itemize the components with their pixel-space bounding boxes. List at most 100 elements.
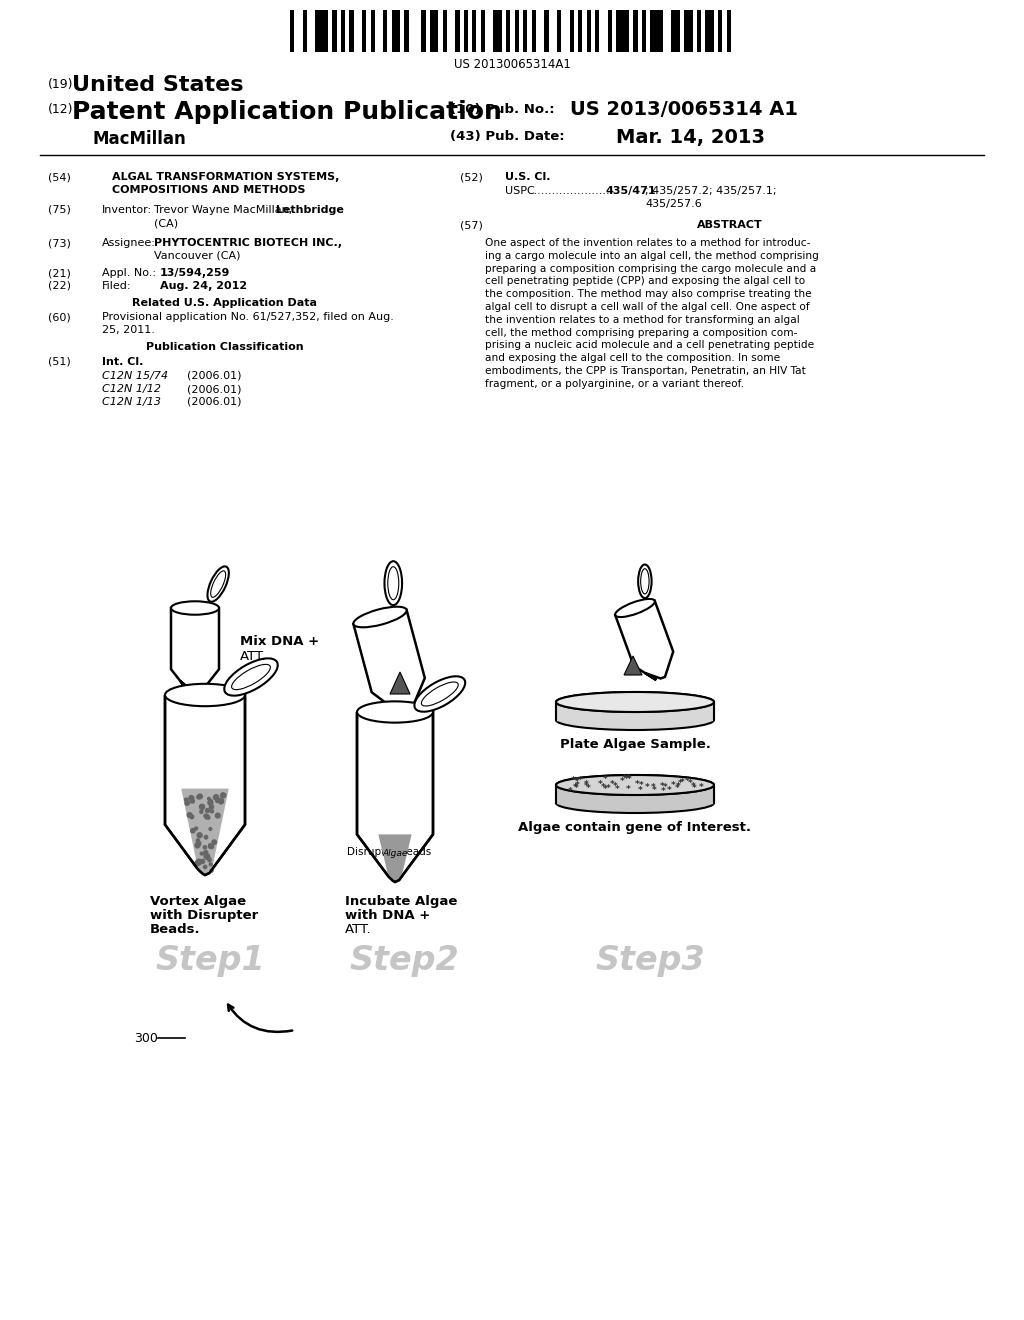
Bar xyxy=(404,11,409,51)
Text: Publication Classification: Publication Classification xyxy=(146,342,304,352)
Ellipse shape xyxy=(171,602,219,615)
Text: *: * xyxy=(613,783,617,791)
Text: *: * xyxy=(685,776,690,785)
Text: the composition. The method may also comprise treating the: the composition. The method may also com… xyxy=(485,289,812,300)
Text: with DNA +: with DNA + xyxy=(345,909,430,921)
Polygon shape xyxy=(615,601,673,680)
Ellipse shape xyxy=(556,793,714,813)
Polygon shape xyxy=(390,672,410,694)
Bar xyxy=(684,11,692,51)
Bar xyxy=(315,11,328,51)
Bar xyxy=(494,11,502,51)
Text: 300: 300 xyxy=(134,1031,158,1044)
Circle shape xyxy=(208,800,213,805)
Circle shape xyxy=(212,840,216,845)
Text: One aspect of the invention relates to a method for introduc-: One aspect of the invention relates to a… xyxy=(485,238,810,248)
Ellipse shape xyxy=(357,701,433,722)
Circle shape xyxy=(208,797,210,800)
Bar xyxy=(531,11,536,51)
Circle shape xyxy=(209,828,212,830)
Bar xyxy=(650,11,663,51)
Text: *: * xyxy=(620,777,625,787)
Circle shape xyxy=(210,869,213,873)
Ellipse shape xyxy=(415,676,465,711)
Text: Aug. 24, 2012: Aug. 24, 2012 xyxy=(160,281,247,290)
Bar xyxy=(371,11,375,51)
Text: United States: United States xyxy=(72,75,244,95)
Text: Assignee:: Assignee: xyxy=(102,238,156,248)
Text: (52): (52) xyxy=(460,172,483,182)
Text: Provisional application No. 61/527,352, filed on Aug.: Provisional application No. 61/527,352, … xyxy=(102,312,394,322)
Text: Inventor:: Inventor: xyxy=(102,205,153,215)
Text: ATT.: ATT. xyxy=(240,649,266,663)
Ellipse shape xyxy=(556,692,714,711)
Text: *: * xyxy=(624,775,629,784)
Circle shape xyxy=(222,793,225,797)
Text: US 20130065314A1: US 20130065314A1 xyxy=(454,58,570,71)
Circle shape xyxy=(213,795,219,800)
Text: cell, the method comprising preparing a composition com-: cell, the method comprising preparing a … xyxy=(485,327,798,338)
Text: (22): (22) xyxy=(48,281,71,290)
Text: 25, 2011.: 25, 2011. xyxy=(102,325,155,335)
Text: *: * xyxy=(676,781,681,791)
Text: *: * xyxy=(627,775,631,784)
Text: *: * xyxy=(671,780,676,789)
Text: the invention relates to a method for transforming an algal: the invention relates to a method for tr… xyxy=(485,314,800,325)
Bar xyxy=(706,11,714,51)
Text: *: * xyxy=(667,785,671,795)
Bar xyxy=(616,11,629,51)
Bar xyxy=(290,11,294,51)
Text: *: * xyxy=(635,780,639,789)
Text: preparing a composition comprising the cargo molecule and a: preparing a composition comprising the c… xyxy=(485,264,816,273)
Bar xyxy=(569,11,574,51)
Bar xyxy=(480,11,485,51)
Circle shape xyxy=(208,858,211,862)
Circle shape xyxy=(198,795,203,799)
Text: *: * xyxy=(568,787,572,796)
Circle shape xyxy=(206,809,210,813)
Text: Step2: Step2 xyxy=(350,944,460,977)
Text: *: * xyxy=(659,781,665,791)
Text: U.S. Cl.: U.S. Cl. xyxy=(505,172,551,182)
Text: (43) Pub. Date:: (43) Pub. Date: xyxy=(450,129,564,143)
Text: Algae: Algae xyxy=(382,849,408,858)
Text: *: * xyxy=(680,777,685,787)
Text: Disrupter Beads: Disrupter Beads xyxy=(347,847,431,857)
Text: ......................: ...................... xyxy=(530,186,613,195)
Text: Step3: Step3 xyxy=(595,944,705,977)
Polygon shape xyxy=(353,610,425,713)
Bar xyxy=(303,11,307,51)
Ellipse shape xyxy=(224,659,278,696)
Text: *: * xyxy=(651,783,655,792)
Text: Vancouver (CA): Vancouver (CA) xyxy=(154,251,241,261)
Text: Step1: Step1 xyxy=(155,944,265,977)
Circle shape xyxy=(197,841,201,846)
Text: Algae contain gene of Interest.: Algae contain gene of Interest. xyxy=(518,821,752,834)
Text: Appl. No.:: Appl. No.: xyxy=(102,268,156,279)
Ellipse shape xyxy=(556,775,714,795)
Text: ATT.: ATT. xyxy=(345,923,372,936)
Text: *: * xyxy=(602,785,607,795)
Text: algal cell to disrupt a cell wall of the algal cell. One aspect of: algal cell to disrupt a cell wall of the… xyxy=(485,302,810,312)
Bar xyxy=(392,11,400,51)
Circle shape xyxy=(216,799,219,803)
Text: C12N 1/13: C12N 1/13 xyxy=(102,397,161,407)
Text: Filed:: Filed: xyxy=(102,281,131,290)
Text: Trevor Wayne MacMillan,: Trevor Wayne MacMillan, xyxy=(154,205,292,215)
Text: 435/471: 435/471 xyxy=(605,186,655,195)
Circle shape xyxy=(208,817,210,820)
Circle shape xyxy=(203,846,207,849)
Text: Incubate Algae: Incubate Algae xyxy=(345,895,458,908)
Bar xyxy=(672,11,680,51)
Bar xyxy=(362,11,367,51)
Text: *: * xyxy=(603,775,608,784)
Polygon shape xyxy=(378,834,412,880)
Circle shape xyxy=(201,859,205,863)
Circle shape xyxy=(205,850,208,854)
Circle shape xyxy=(195,861,200,866)
Text: Plate Algae Sample.: Plate Algae Sample. xyxy=(559,738,711,751)
Ellipse shape xyxy=(638,565,651,598)
Ellipse shape xyxy=(556,692,714,711)
Text: *: * xyxy=(675,784,679,793)
Circle shape xyxy=(205,836,208,838)
